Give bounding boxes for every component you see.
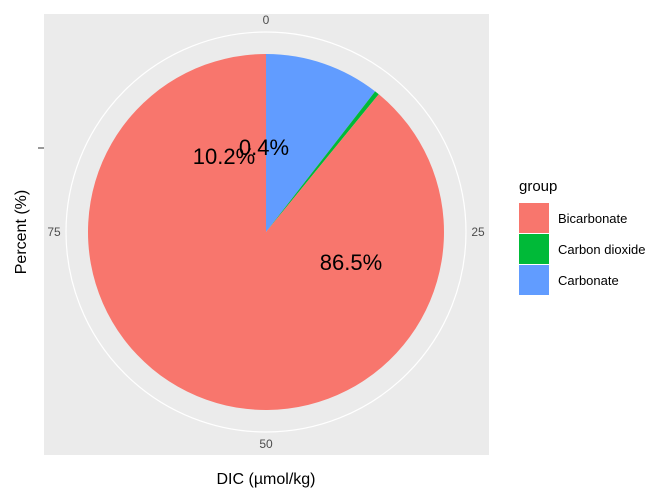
theta-tick-label: 0	[263, 13, 270, 27]
slice-label: 86.5%	[320, 250, 382, 275]
theta-tick-label: 75	[47, 225, 61, 239]
legend-title: group	[519, 178, 557, 195]
theta-tick-label: 50	[259, 437, 273, 451]
legend-label: Carbonate	[558, 273, 619, 288]
legend-swatch	[519, 203, 549, 233]
y-axis-title: Percent (%)	[13, 190, 30, 274]
theta-ticks: 0 25 50 75	[47, 13, 485, 451]
theta-grid-circle	[65, 31, 467, 433]
slice-label: 0.4%	[239, 135, 289, 160]
x-axis-title: DIC (µmol/kg)	[217, 471, 316, 488]
legend-label: Bicarbonate	[558, 211, 627, 226]
pie-slice	[87, 53, 444, 411]
pie-slice	[266, 54, 376, 232]
legend: group Bicarbonate Carbon dioxide Carbonate	[519, 178, 645, 295]
legend-label: Carbon dioxide	[558, 242, 645, 257]
theta-tick-label: 25	[471, 225, 485, 239]
slice-label: 10.2%	[193, 144, 255, 169]
legend-swatch	[519, 265, 549, 295]
pie-slice	[266, 91, 379, 232]
pie-slices	[87, 53, 444, 411]
slice-labels: 10.2%0.4% 86.5%	[193, 135, 382, 275]
legend-swatch	[519, 234, 549, 264]
